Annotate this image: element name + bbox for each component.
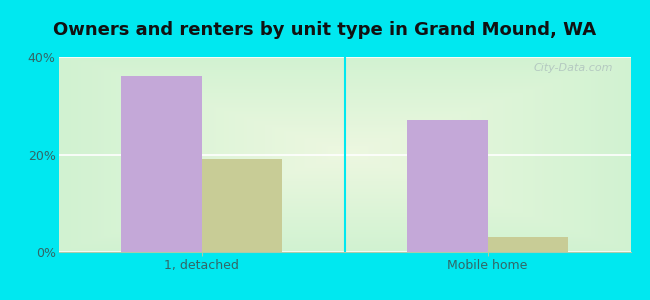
Bar [122, 76, 202, 252]
Bar [408, 120, 488, 252]
Bar [488, 237, 567, 252]
Bar [202, 159, 281, 252]
Text: City-Data.com: City-Data.com [534, 63, 614, 73]
Text: Owners and renters by unit type in Grand Mound, WA: Owners and renters by unit type in Grand… [53, 21, 597, 39]
